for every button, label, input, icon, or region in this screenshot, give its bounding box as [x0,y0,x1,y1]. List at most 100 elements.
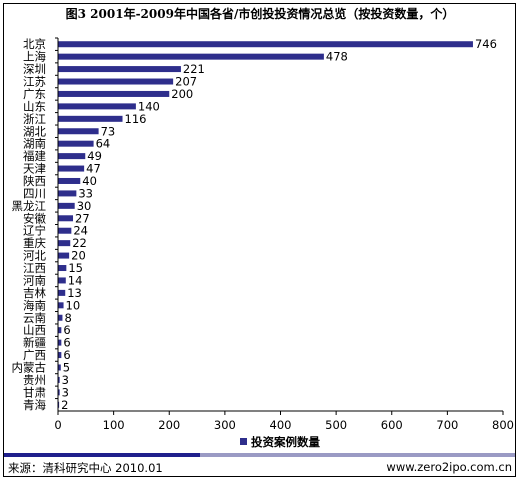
bar-10 [58,165,85,172]
category-label-8: 湖南 [23,137,46,151]
category-label-21: 海南 [23,298,46,312]
category-label-6: 浙江 [23,112,46,126]
bar-21 [58,302,64,309]
data-label-11: 40 [82,174,97,188]
data-label-7: 73 [101,124,116,138]
bar-5 [58,103,136,110]
category-label-22: 云南 [23,311,46,325]
bar-9 [58,153,86,160]
bars-layer: 7464782212072001401167364494740333027242… [58,37,497,412]
x-tick-label-8: 800 [492,418,514,432]
chart-title: 图3 2001年-2009年中国各省/市创投投资情况总览（按投资数量，个） [65,7,455,21]
category-label-17: 河北 [23,249,46,263]
category-label-24: 新疆 [23,336,46,350]
data-label-17: 20 [71,249,86,263]
category-label-18: 江西 [23,261,46,275]
data-label-6: 116 [125,112,147,126]
data-label-15: 24 [73,224,88,238]
bar-11 [58,177,81,184]
data-label-27: 3 [62,373,69,387]
data-label-12: 33 [78,186,93,200]
category-label-3: 江苏 [23,75,46,89]
bar-27 [58,376,60,383]
category-label-16: 重庆 [23,236,46,250]
data-label-4: 200 [171,87,193,101]
website-text: www.zero2ipo.com.cn [386,460,512,474]
bar-8 [58,140,94,147]
category-label-26: 内蒙古 [12,360,47,374]
data-label-20: 13 [67,286,82,300]
data-label-9: 49 [87,149,102,163]
footer-line-light [200,453,515,457]
category-label-19: 河南 [23,273,46,287]
bar-22 [58,314,63,321]
x-tick-label-5: 500 [325,418,347,432]
category-label-15: 辽宁 [23,224,46,238]
footer-line-dark [4,453,200,457]
data-label-19: 14 [68,273,83,287]
category-label-5: 山东 [23,99,46,113]
bar-13 [58,202,75,209]
category-label-2: 深圳 [23,62,46,76]
category-label-12: 四川 [23,186,46,200]
category-label-1: 上海 [23,50,46,64]
bar-7 [58,128,99,135]
bar-20 [58,289,66,296]
bar-2 [58,66,181,73]
category-label-4: 广东 [23,87,46,101]
x-tick-label-7: 700 [436,418,458,432]
bar-3 [58,78,174,85]
bar-29 [58,401,60,408]
bar-0 [58,41,473,48]
data-label-13: 30 [77,199,92,213]
data-label-10: 47 [86,162,101,176]
category-label-11: 陕西 [23,174,46,188]
bar-12 [58,190,77,197]
data-label-18: 15 [68,261,83,275]
legend-label: 投资案例数量 [251,435,320,449]
bar-4 [58,90,170,97]
category-label-7: 湖北 [23,124,46,138]
data-label-21: 10 [66,298,81,312]
x-tick-label-4: 400 [270,418,292,432]
data-label-22: 8 [64,311,71,325]
bar-17 [58,252,70,259]
category-label-13: 黑龙江 [12,199,47,213]
category-label-20: 吉林 [23,286,46,300]
bar-16 [58,240,71,247]
bar-14 [58,215,74,222]
data-label-16: 22 [72,236,87,250]
x-tick-label-1: 100 [103,418,125,432]
bar-28 [58,389,60,396]
data-label-25: 6 [63,348,70,362]
bar-24 [58,339,62,346]
data-label-8: 64 [96,137,111,151]
category-label-23: 山西 [23,323,46,337]
bar-19 [58,277,66,284]
category-label-0: 北京 [23,37,46,51]
bar-15 [58,227,72,234]
data-label-3: 207 [175,75,197,89]
x-tick-label-2: 200 [158,418,180,432]
bar-1 [58,53,324,60]
x-tick-label-3: 300 [214,418,236,432]
data-label-23: 6 [63,323,70,337]
data-label-0: 746 [475,37,497,51]
x-tick-label-6: 600 [381,418,403,432]
legend: 投资案例数量 [240,435,320,449]
bar-23 [58,327,62,334]
bar-18 [58,265,67,272]
category-label-25: 广西 [23,348,46,362]
bar-26 [58,364,61,371]
bar-6 [58,115,123,122]
data-label-1: 478 [326,50,348,64]
source-text: 来源：清科研究中心 2010.01 [8,461,163,475]
data-label-14: 27 [75,211,90,225]
data-label-29: 2 [61,398,68,412]
data-label-2: 221 [183,62,205,76]
category-label-29: 青海 [23,398,46,412]
data-label-24: 6 [63,336,70,350]
category-label-14: 安徽 [23,211,46,225]
bar-25 [58,352,62,359]
